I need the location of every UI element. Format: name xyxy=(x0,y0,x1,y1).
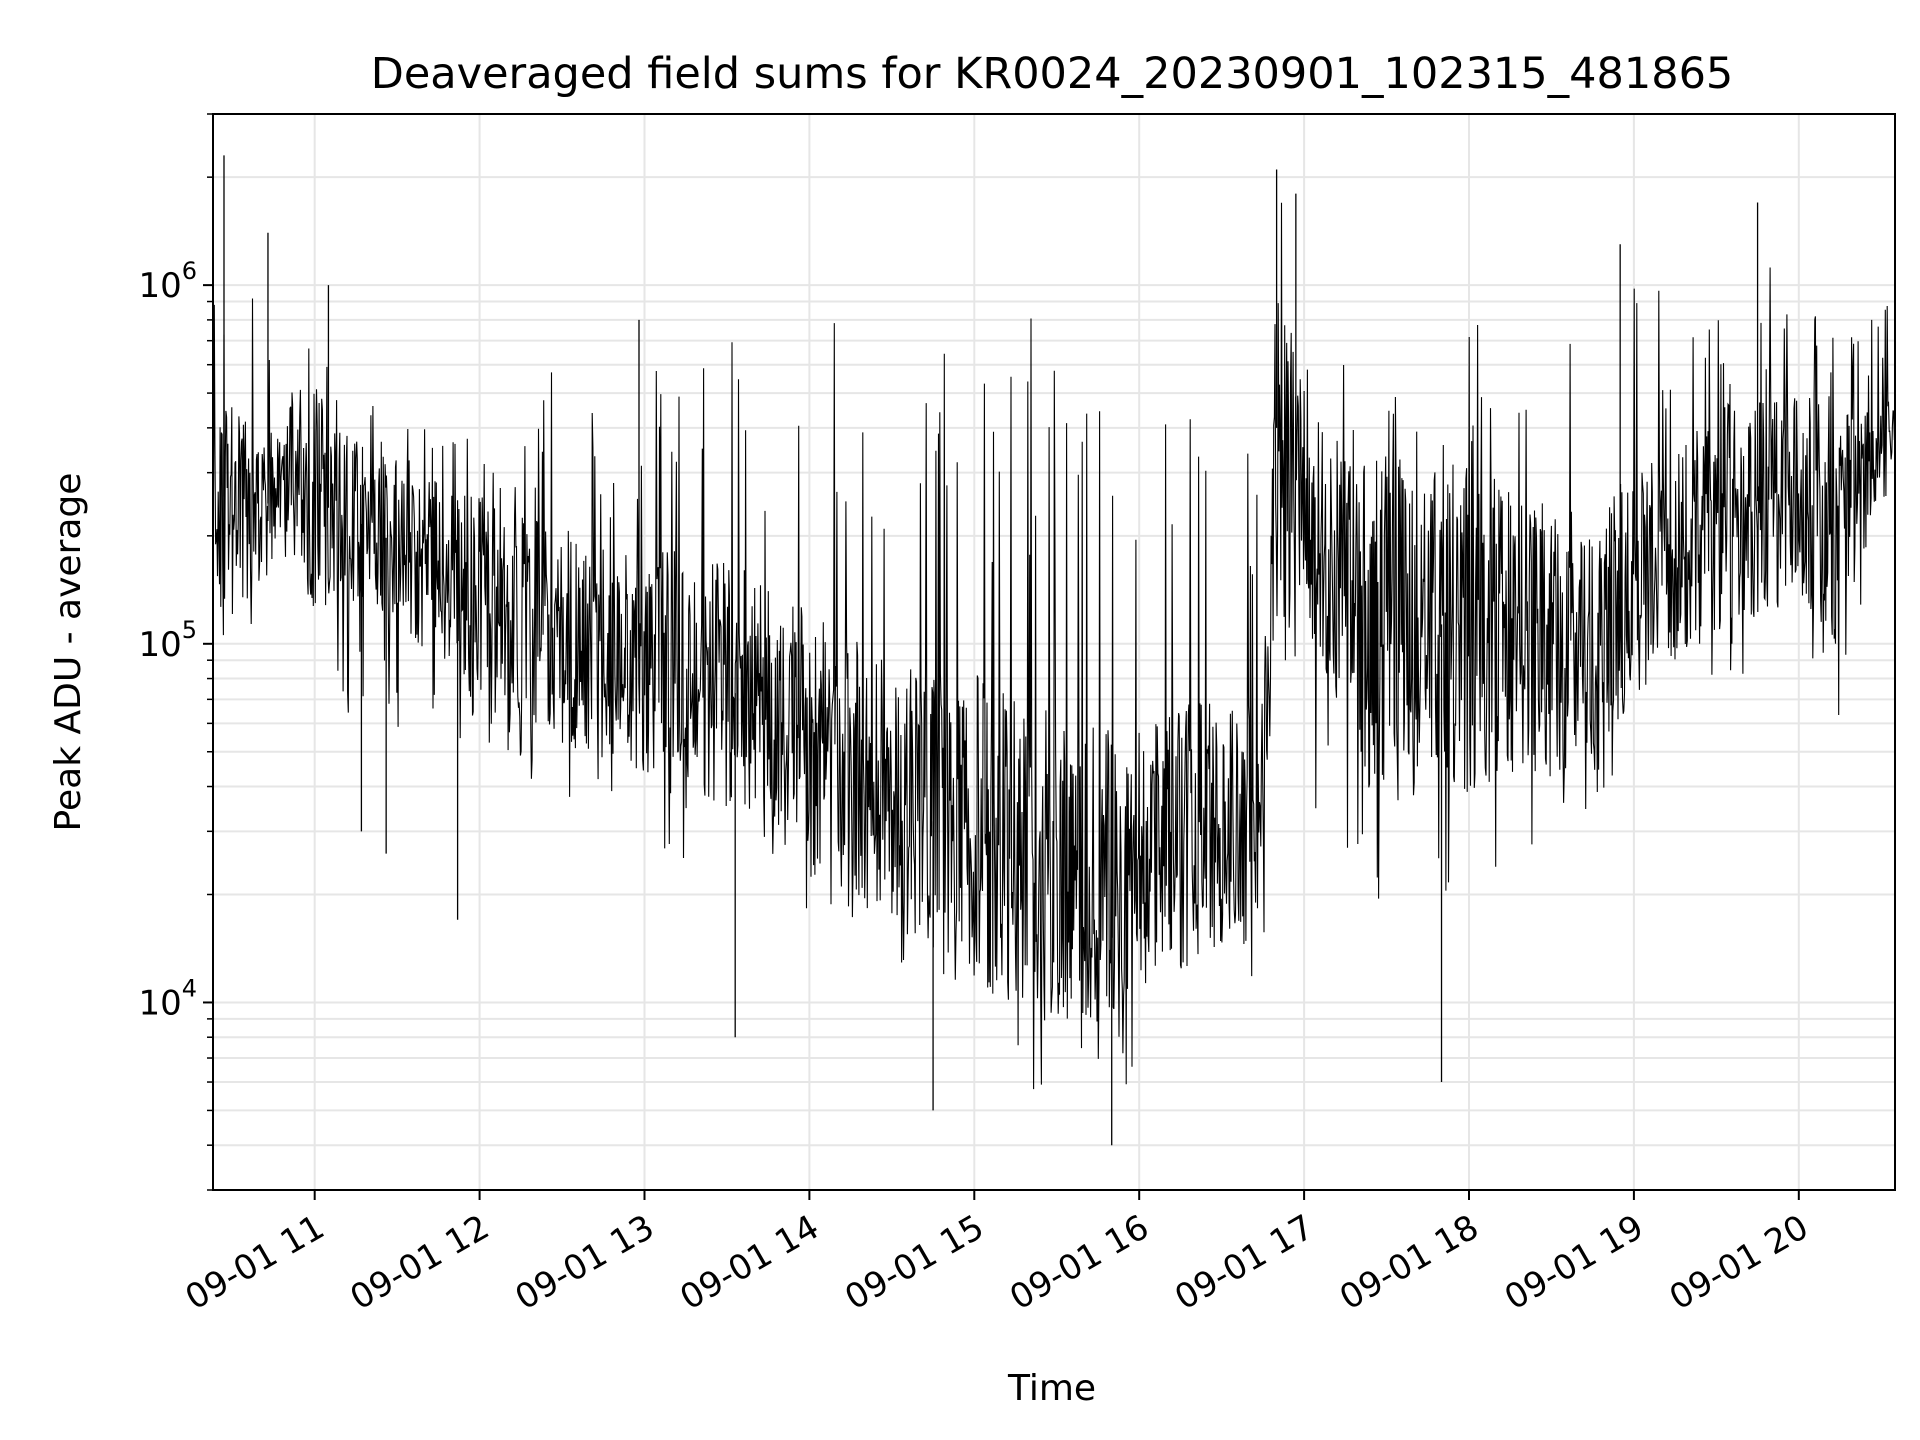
series-line xyxy=(212,202,1896,1090)
plot-frame xyxy=(212,113,1896,1191)
y-tick-base: 10 xyxy=(138,266,181,306)
x-axis-label: Time xyxy=(1007,1368,1096,1409)
y-tick-label: 104 xyxy=(138,974,197,1023)
y-tick-exponent: 5 xyxy=(182,616,197,644)
data-series xyxy=(212,155,1896,1146)
y-tick-base: 10 xyxy=(138,625,181,665)
y-tick-exponent: 6 xyxy=(182,257,197,285)
y-tick-base: 10 xyxy=(138,983,181,1023)
y-tick-exponent: 4 xyxy=(182,974,197,1002)
y-tick-label: 106 xyxy=(138,257,197,306)
y-axis-label: Peak ADU - average xyxy=(48,473,89,832)
chart-title: Deaveraged field sums for KR0024_2023090… xyxy=(371,49,1734,99)
y-tick-label: 105 xyxy=(138,616,197,665)
